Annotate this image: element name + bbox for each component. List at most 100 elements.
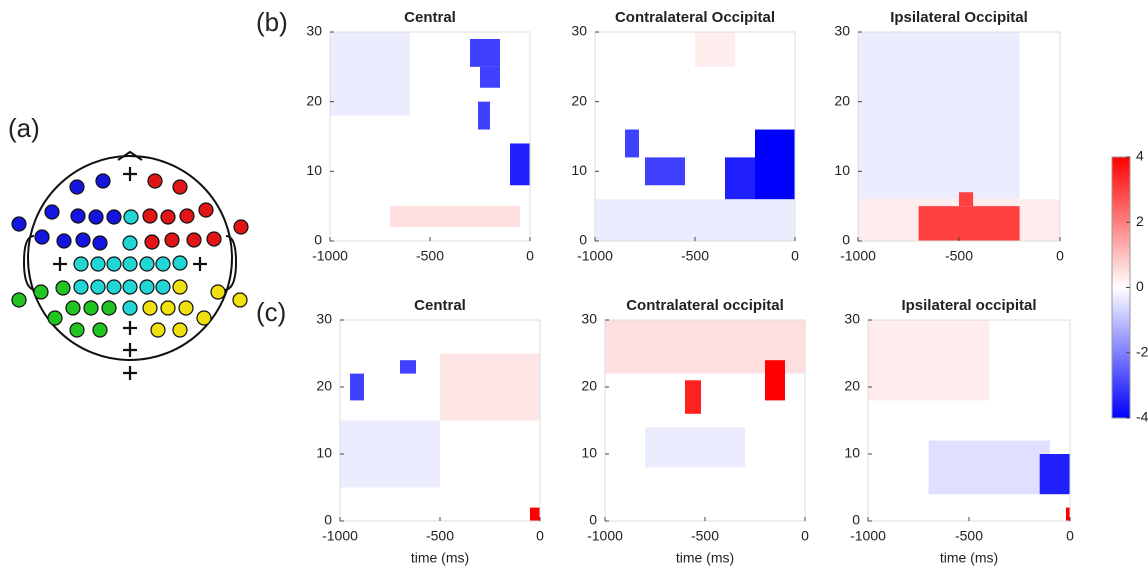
electrode (123, 209, 139, 225)
electrode (178, 300, 194, 316)
colorbar-tick-label: 4 (1136, 148, 1144, 164)
y-tick-label: 10 (581, 445, 597, 461)
y-tick-label: 30 (306, 23, 322, 39)
chart-title: Central (414, 297, 466, 314)
y-tick-label: 20 (581, 378, 597, 394)
panel-label: (b) (256, 7, 288, 37)
heatmap-cell (765, 360, 785, 401)
colorbar-tick-label: 2 (1136, 213, 1144, 229)
x-tick-label: -500 (426, 528, 454, 544)
electrode-map (11, 150, 249, 380)
electrode (160, 209, 176, 225)
heatmap-cell (530, 507, 540, 521)
electrode (90, 256, 106, 272)
electrode (155, 279, 171, 295)
electrode (198, 202, 214, 218)
electrode (147, 173, 163, 189)
heatmap-cell (625, 129, 639, 158)
electrode (73, 256, 89, 272)
y-tick-label: 20 (844, 378, 860, 394)
ear (22, 235, 37, 291)
electrode (106, 209, 122, 225)
electrode (69, 322, 85, 338)
y-tick-label: 30 (581, 311, 597, 327)
y-tick-label: 10 (571, 162, 587, 178)
heatmap-cell (858, 32, 1020, 200)
x-tick-label: 0 (1066, 528, 1074, 544)
electrode (55, 280, 71, 296)
ear (223, 235, 238, 291)
electrode (47, 310, 63, 326)
electrode (155, 256, 171, 272)
electrode (69, 179, 85, 195)
electrode (33, 284, 49, 300)
reference-cross (123, 321, 137, 335)
electrode (160, 300, 176, 316)
y-tick-label: 30 (844, 311, 860, 327)
electrode (101, 300, 117, 316)
electrode (172, 255, 188, 271)
electrode (122, 279, 138, 295)
y-tick-label: 20 (316, 378, 332, 394)
electrode (172, 322, 188, 338)
electrode (92, 322, 108, 338)
heatmap-cell (400, 360, 416, 374)
heatmap-cell (928, 440, 1050, 495)
y-tick-label: 0 (852, 512, 860, 528)
electrode (139, 279, 155, 295)
electrode (106, 256, 122, 272)
y-tick-label: 30 (316, 311, 332, 327)
heatmap-cell (755, 129, 795, 200)
heatmap-cell (695, 32, 735, 67)
electrode (210, 284, 226, 300)
x-tick-label: 0 (791, 248, 799, 264)
y-tick-label: 0 (314, 232, 322, 248)
nose (117, 150, 143, 161)
y-tick-label: 30 (834, 23, 850, 39)
x-tick-label: -500 (691, 528, 719, 544)
electrode (164, 232, 180, 248)
electrode (206, 231, 222, 247)
heatmap-cell (440, 353, 540, 421)
electrode (56, 233, 72, 249)
electrode (73, 279, 89, 295)
x-axis-label: time (ms) (940, 550, 998, 566)
reference-cross (53, 257, 67, 271)
y-tick-label: 20 (834, 92, 850, 108)
x-tick-label: -1000 (312, 248, 348, 264)
electrode (70, 208, 86, 224)
x-tick-label: -1000 (322, 528, 358, 544)
heatmap-cell (340, 420, 440, 488)
y-tick-label: 10 (844, 445, 860, 461)
colorbar-tick-label: -2 (1136, 343, 1148, 359)
y-tick-label: 0 (324, 512, 332, 528)
electrode (232, 292, 248, 308)
head-outline (27, 155, 233, 361)
heatmap-cell (645, 427, 745, 468)
panel-label: (c) (256, 297, 286, 327)
colorbar-tick-label: 0 (1136, 278, 1144, 294)
electrode (142, 208, 158, 224)
heatmap-cell (725, 157, 755, 200)
heatmap-cell (1065, 507, 1070, 521)
x-tick-label: -1000 (850, 528, 886, 544)
chart-title: Central (404, 9, 456, 26)
x-tick-label: 0 (526, 248, 534, 264)
electrode (142, 300, 158, 316)
heatmap-cell (918, 206, 1020, 241)
heatmap-cell (645, 157, 685, 186)
reference-cross (193, 257, 207, 271)
x-tick-label: 0 (1056, 248, 1064, 264)
electrode (179, 208, 195, 224)
electrode (106, 279, 122, 295)
electrode (172, 279, 188, 295)
y-tick-label: 20 (306, 92, 322, 108)
heatmap-cell (1039, 454, 1070, 495)
chart-title: Contralateral occipital (626, 297, 784, 314)
y-tick-label: 10 (316, 445, 332, 461)
y-tick-label: 0 (579, 232, 587, 248)
y-tick-label: 20 (571, 92, 587, 108)
electrode (122, 300, 138, 316)
heatmap-cell (595, 199, 795, 241)
